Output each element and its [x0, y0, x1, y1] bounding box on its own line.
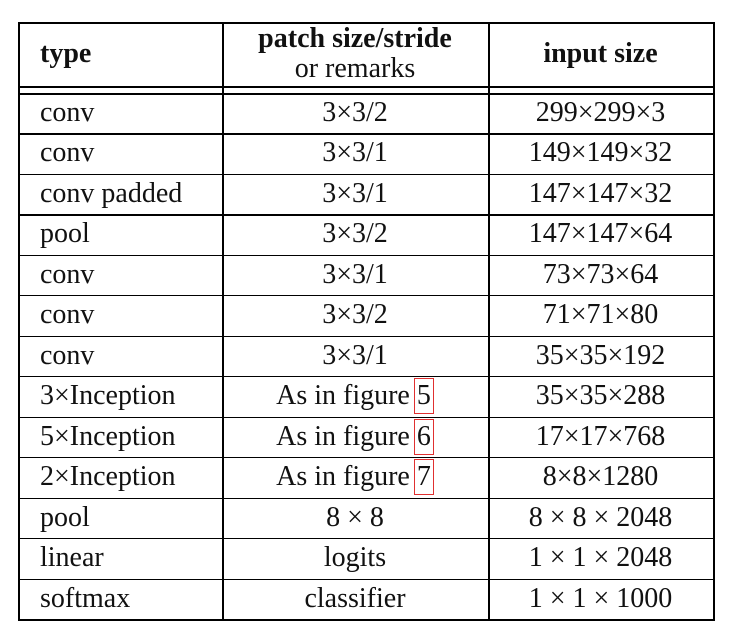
header-cell: patch size/stride or remarks	[222, 22, 488, 86]
table-cell: linear	[40, 542, 104, 574]
table-cell: As in figure 5	[222, 376, 488, 416]
table-cell: conv	[40, 299, 95, 331]
table-cell: 3×3/1	[322, 177, 388, 209]
header-text: or remarks	[294, 53, 416, 84]
table-cell: 5×Inception	[40, 420, 176, 452]
table-cell: 3×3/1	[322, 137, 388, 169]
rule	[222, 22, 224, 619]
rule	[18, 457, 713, 459]
table-cell: 3×3/2	[322, 299, 388, 331]
table-cell: 2×Inception	[40, 461, 176, 493]
rule	[18, 619, 715, 621]
table-cell: 73×73×64	[542, 258, 659, 290]
table-cell: classifier	[304, 582, 406, 614]
cell-text: As in figure	[276, 420, 410, 452]
rule	[18, 538, 713, 540]
cell-text: As in figure	[276, 461, 410, 493]
figure-link[interactable]: 5	[413, 378, 434, 415]
rule	[18, 416, 713, 418]
rule	[488, 22, 490, 619]
table-cell: 17×17×768	[535, 420, 666, 452]
table-cell: conv	[40, 137, 95, 169]
table-cell: softmax	[40, 582, 131, 614]
table-cell: 3×3/2	[322, 97, 388, 128]
rule	[18, 335, 713, 337]
table-cell: 3×Inception	[40, 380, 176, 412]
table-cell: 71×71×80	[542, 299, 659, 331]
rule	[18, 497, 713, 499]
table-cell: 35×35×192	[535, 339, 666, 371]
rule	[18, 214, 713, 216]
header-cell: input size	[488, 22, 713, 86]
rule	[18, 578, 713, 580]
table-cell: conv	[40, 97, 95, 128]
rule	[18, 133, 713, 135]
header-text: input size	[543, 38, 658, 69]
figure-link[interactable]: 7	[413, 459, 434, 496]
rule	[18, 295, 713, 297]
table-cell: As in figure 6	[222, 417, 488, 457]
figure-link[interactable]: 6	[413, 418, 434, 455]
rule	[18, 254, 713, 257]
table-cell: 35×35×288	[535, 380, 666, 412]
table-cell: pool	[40, 218, 90, 250]
table-cell: logits	[323, 542, 387, 574]
table-cell: 147×147×32	[528, 177, 673, 209]
table-cell: 8 × 8	[326, 501, 384, 533]
table-cell: 8×8×1280	[542, 461, 659, 493]
rule	[18, 86, 713, 88]
table-cell: 1 × 1 × 1000	[528, 582, 673, 614]
header-text: patch size/stride	[258, 23, 452, 54]
table-cell: 1 × 1 × 2048	[528, 542, 673, 574]
table-cell: 299×299×3	[535, 97, 666, 128]
cell-text: As in figure	[276, 380, 410, 412]
table-cell: pool	[40, 501, 90, 533]
table-cell: conv	[40, 339, 95, 371]
table-cell: As in figure 7	[222, 457, 488, 497]
rule	[713, 22, 715, 619]
rule	[18, 93, 713, 95]
table-cell: 3×3/1	[322, 339, 388, 371]
header-text: type	[40, 38, 92, 69]
table-cell: 8 × 8 × 2048	[528, 501, 673, 533]
table-cell: 3×3/2	[322, 218, 388, 250]
rule	[18, 173, 713, 176]
rule	[18, 22, 713, 24]
table-cell: conv	[40, 258, 95, 290]
rule	[18, 22, 20, 619]
rule	[18, 376, 713, 378]
header-cell: type	[18, 22, 222, 86]
table-cell: 149×149×32	[528, 137, 673, 169]
table-cell: conv padded	[40, 177, 183, 209]
table-cell: 3×3/1	[322, 258, 388, 290]
table-cell: 147×147×64	[528, 218, 673, 250]
